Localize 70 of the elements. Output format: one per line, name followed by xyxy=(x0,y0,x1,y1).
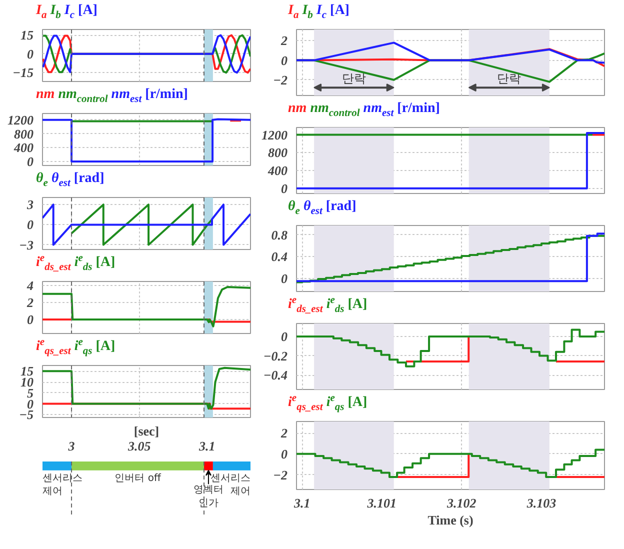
y-tick-label: −15 xyxy=(12,65,34,80)
text: θ$_{e}$ xyxy=(36,170,48,191)
text: nm xyxy=(288,100,307,118)
y-tick-label: 0 xyxy=(281,446,288,462)
y-axis-title: [A] xyxy=(348,395,368,410)
y-tick-label: 3 xyxy=(26,197,34,212)
series-label: nm$_{control}$ xyxy=(58,86,108,107)
y-tick-label: 2 xyxy=(280,33,288,48)
y-axis-title: [A] xyxy=(330,3,350,18)
y-tick-label: 0 xyxy=(27,46,34,62)
text: I$_{c}$ xyxy=(316,2,327,23)
y-axis-title: [A] xyxy=(78,3,98,18)
series-label: I$_{c}$ xyxy=(64,2,75,23)
y-tick-label: 400 xyxy=(267,163,288,178)
y-axis-title: [A] xyxy=(96,339,116,354)
x-tick-label: 3.101 xyxy=(366,496,397,510)
series-label: nm$_{control}$ xyxy=(310,100,360,121)
y-tick-label: 0 xyxy=(281,270,288,286)
y-tick-label: 0 xyxy=(281,52,288,68)
y-tick-label: 0 xyxy=(281,180,288,196)
series-label: I$_{a}$ xyxy=(36,2,47,23)
series-label: 영벡터 인가 xyxy=(193,484,224,509)
y-tick-label: 2 xyxy=(280,426,288,441)
y-tick-label: 400 xyxy=(13,140,34,156)
text: nm$_{est}$ xyxy=(111,86,142,107)
y-tick-label: 0 xyxy=(27,154,34,170)
y-tick-label: 1200 xyxy=(262,127,288,142)
y-tick-label: −3 xyxy=(19,237,34,252)
y-tick-label: 0.8 xyxy=(271,227,288,242)
x-tick-label: 3.05 xyxy=(126,438,152,454)
text: θ$_{est}$ xyxy=(303,198,322,219)
y-axis-title: [r/min] xyxy=(397,101,440,116)
x-tick-label: 3.102 xyxy=(446,496,477,510)
band-label: 단락 xyxy=(497,72,522,86)
y-tick-label: −0.4 xyxy=(263,368,288,383)
y-tick-label: −2 xyxy=(273,72,288,88)
series-label: I$_{b}$ xyxy=(50,2,61,23)
y-tick-label: −5 xyxy=(19,407,34,422)
y-axis-title: [A] xyxy=(348,297,368,312)
y-tick-label: 1200 xyxy=(8,112,34,128)
y-tick-label: 2 xyxy=(26,294,34,310)
text: I$_{a}$ xyxy=(288,2,299,23)
x-axis-title: Time (s) xyxy=(428,512,474,528)
y-axis-title: [r/min] xyxy=(145,87,188,102)
x-tick-label: 3.103 xyxy=(526,496,557,510)
y-tick-label: −2 xyxy=(273,467,288,482)
y-tick-label: 800 xyxy=(268,145,288,160)
y-tick-label: −0.2 xyxy=(263,348,288,364)
series-label: 센서리스 제어 xyxy=(42,472,82,497)
text: θ$_{e}$ xyxy=(288,198,300,219)
y-tick-label: 0.4 xyxy=(271,249,288,264)
y-tick-label: 800 xyxy=(14,126,34,142)
series-label: 인버터 off xyxy=(114,472,162,484)
band-label: 단락 xyxy=(342,72,366,86)
text: nm$_{est}$ xyxy=(363,100,394,121)
x-tick-label: 3.1 xyxy=(292,496,310,510)
y-tick-label: 0 xyxy=(281,329,288,344)
series-label: θ$_{est}$ xyxy=(51,170,70,191)
y-tick-label: 15 xyxy=(20,28,34,43)
text: I$_{b}$ xyxy=(302,2,313,23)
y-axis-title: [A] xyxy=(96,255,116,270)
x-tick-label: 3.1 xyxy=(198,438,216,454)
y-tick-label: 0 xyxy=(27,312,34,328)
y-tick-label: 4 xyxy=(26,278,34,293)
y-tick-label: 0 xyxy=(27,217,34,232)
y-axis-title: [rad] xyxy=(74,171,104,186)
x-axis-title: [sec] xyxy=(134,424,160,438)
text: nm xyxy=(36,86,55,104)
x-tick-label: 3 xyxy=(67,438,76,454)
y-axis-title: [rad] xyxy=(326,199,356,214)
